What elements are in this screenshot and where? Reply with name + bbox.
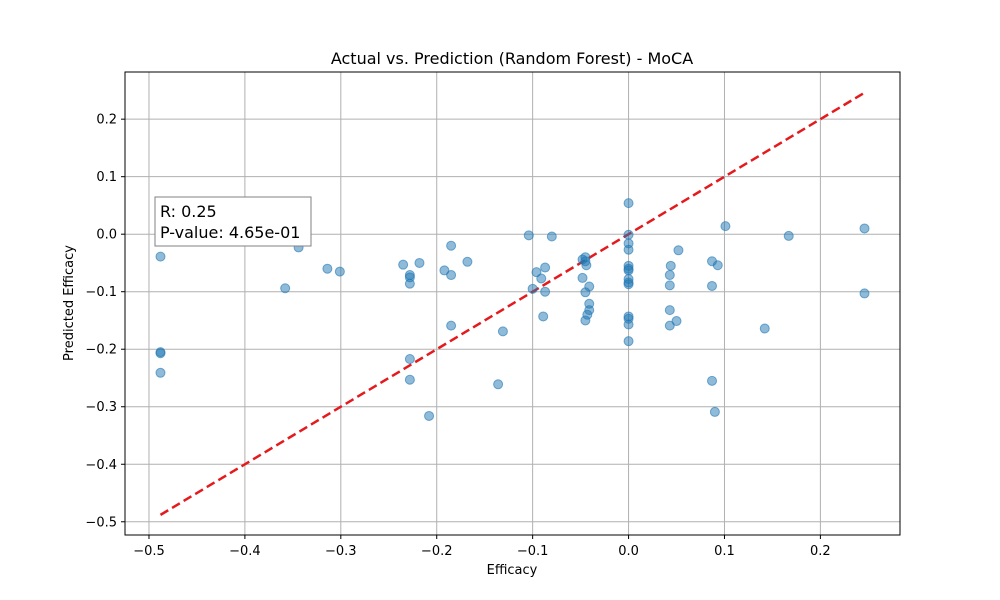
data-point: [783, 230, 794, 241]
data-point: [538, 311, 549, 322]
data-point: [577, 272, 588, 283]
data-point: [540, 262, 551, 273]
data-point: [707, 375, 718, 386]
data-point: [623, 244, 634, 255]
stats-annotation: R: 0.25 P-value: 4.65e-01: [154, 196, 312, 247]
data-point: [280, 283, 291, 294]
data-point: [446, 240, 457, 251]
data-point: [424, 410, 435, 421]
data-point: [673, 245, 684, 256]
y-tick-label: −0.2: [85, 343, 117, 358]
data-point: [497, 326, 508, 337]
x-tick-label: 0.0: [618, 544, 639, 559]
y-tick-label: −0.1: [85, 285, 117, 300]
data-point: [665, 260, 676, 271]
data-point: [155, 348, 166, 359]
x-tick-label: −0.4: [229, 544, 261, 559]
data-point: [859, 223, 870, 234]
data-point: [446, 320, 457, 331]
data-point: [523, 230, 534, 241]
data-point: [584, 281, 595, 292]
x-axis: −0.5 −0.4 −0.3 −0.2 −0.1 0.0 0.1 0.2: [133, 535, 831, 559]
data-point: [664, 280, 675, 291]
y-tick-label: 0.1: [96, 170, 117, 185]
x-axis-label: Efficacy: [487, 563, 538, 578]
data-point: [398, 259, 409, 270]
y-tick-label: −0.4: [85, 458, 117, 473]
data-point: [446, 270, 457, 281]
data-point: [859, 288, 870, 299]
data-point: [623, 319, 634, 330]
data-point: [580, 315, 591, 326]
data-point: [623, 279, 634, 290]
data-point: [671, 316, 682, 327]
data-point: [404, 374, 415, 385]
x-tick-label: −0.3: [325, 544, 357, 559]
data-point: [623, 229, 634, 240]
y-axis: 0.2 0.1 0.0 −0.1 −0.2 −0.3 −0.4 −0.5: [85, 113, 125, 530]
annotation-p-value: P-value: 4.65e-01: [160, 223, 300, 242]
y-tick-label: 0.2: [96, 113, 117, 128]
data-point: [439, 265, 450, 276]
data-point: [155, 251, 166, 262]
data-point: [404, 354, 415, 365]
data-point: [414, 257, 425, 268]
data-point: [536, 273, 547, 284]
data-point: [404, 278, 415, 289]
x-tick-label: −0.5: [133, 544, 165, 559]
data-point: [709, 406, 720, 417]
x-tick-label: −0.2: [421, 544, 453, 559]
data-point: [664, 305, 675, 316]
data-point: [759, 323, 770, 334]
data-point: [546, 231, 557, 242]
data-point: [664, 320, 675, 331]
x-tick-label: 0.1: [714, 544, 735, 559]
y-tick-label: 0.0: [96, 228, 117, 243]
data-point: [155, 367, 166, 378]
reference-line: [159, 92, 865, 516]
data-point: [712, 260, 723, 271]
data-point: [581, 260, 592, 271]
data-point: [720, 221, 731, 232]
points-layer: [155, 198, 870, 421]
data-point: [334, 266, 345, 277]
data-point: [322, 263, 333, 274]
data-point: [462, 256, 473, 267]
data-point: [527, 283, 538, 294]
y-tick-label: −0.3: [85, 400, 117, 415]
data-point: [493, 379, 504, 390]
y-tick-label: −0.5: [85, 515, 117, 530]
reference-line-layer: [159, 92, 865, 516]
chart-title: Actual vs. Prediction (Random Forest) - …: [331, 49, 693, 68]
data-point: [664, 270, 675, 281]
x-tick-label: 0.2: [810, 544, 831, 559]
data-point: [707, 280, 718, 291]
data-point: [540, 286, 551, 297]
x-tick-label: −0.1: [517, 544, 549, 559]
annotation-r: R: 0.25: [160, 202, 217, 221]
data-point: [623, 198, 634, 209]
data-point: [623, 336, 634, 347]
plot-frame: [124, 71, 901, 536]
data-point: [623, 265, 634, 276]
annotation-box: [154, 196, 312, 247]
y-axis-label: Predicted Efficacy: [62, 245, 77, 361]
